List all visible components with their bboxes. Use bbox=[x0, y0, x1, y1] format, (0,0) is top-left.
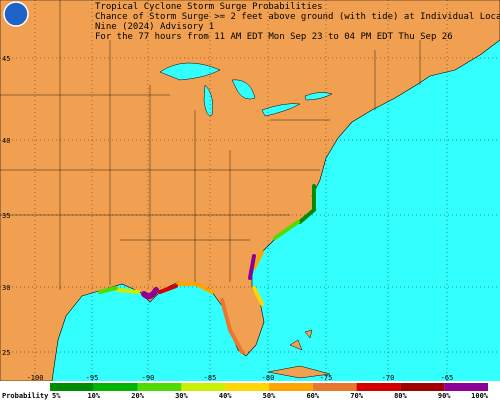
legend-swatch bbox=[400, 383, 445, 391]
legend-swatch bbox=[444, 383, 488, 391]
header-line: Chance of Storm Surge >= 2 feet above gr… bbox=[95, 12, 500, 22]
legend-label: 80% bbox=[394, 392, 407, 400]
legend-swatch bbox=[181, 383, 226, 391]
legend-label: 100% bbox=[471, 392, 489, 400]
lon-label: -90 bbox=[142, 374, 155, 382]
legend-label: 50% bbox=[263, 392, 276, 400]
legend-label: 10% bbox=[87, 392, 100, 400]
legend-label: 20% bbox=[131, 392, 144, 400]
legend-swatch bbox=[93, 383, 138, 391]
lat-label: 35 bbox=[2, 212, 10, 220]
header-line: Nine (2024) Advisory 1 bbox=[95, 22, 214, 32]
lon-label: -75 bbox=[320, 374, 333, 382]
surge-coast bbox=[98, 184, 316, 354]
great-lakes bbox=[159, 62, 333, 117]
legend-label: 30% bbox=[175, 392, 188, 400]
noaa-logo bbox=[3, 1, 29, 27]
legend-swatch bbox=[312, 383, 357, 391]
legend-swatch bbox=[50, 383, 94, 391]
lat-label: 45 bbox=[2, 55, 10, 63]
lon-label: -80 bbox=[262, 374, 275, 382]
legend-swatch bbox=[356, 383, 401, 391]
lon-label: -65 bbox=[441, 374, 454, 382]
bahamas-cuba bbox=[267, 329, 331, 379]
lon-label: -70 bbox=[382, 374, 395, 382]
lon-label: -95 bbox=[86, 374, 99, 382]
lat-label: 40 bbox=[2, 137, 10, 145]
lon-label: -100 bbox=[27, 374, 44, 382]
legend-swatch bbox=[269, 383, 313, 391]
lon-label: -85 bbox=[204, 374, 217, 382]
legend-swatch bbox=[137, 383, 182, 391]
legend-label: 40% bbox=[219, 392, 232, 400]
legend-label: 70% bbox=[350, 392, 363, 400]
header-line: Tropical Cyclone Storm Surge Probabiliti… bbox=[95, 2, 323, 12]
lat-label: 30 bbox=[2, 284, 10, 292]
legend-label: 5% bbox=[52, 392, 61, 400]
legend-swatch bbox=[225, 383, 269, 391]
header-line: For the 77 hours from 11 AM EDT Mon Sep … bbox=[95, 32, 453, 42]
legend-title: Probability bbox=[2, 392, 49, 400]
legend-label: 60% bbox=[306, 392, 319, 400]
lat-label: 25 bbox=[2, 349, 10, 357]
legend-label: 90% bbox=[438, 392, 451, 400]
